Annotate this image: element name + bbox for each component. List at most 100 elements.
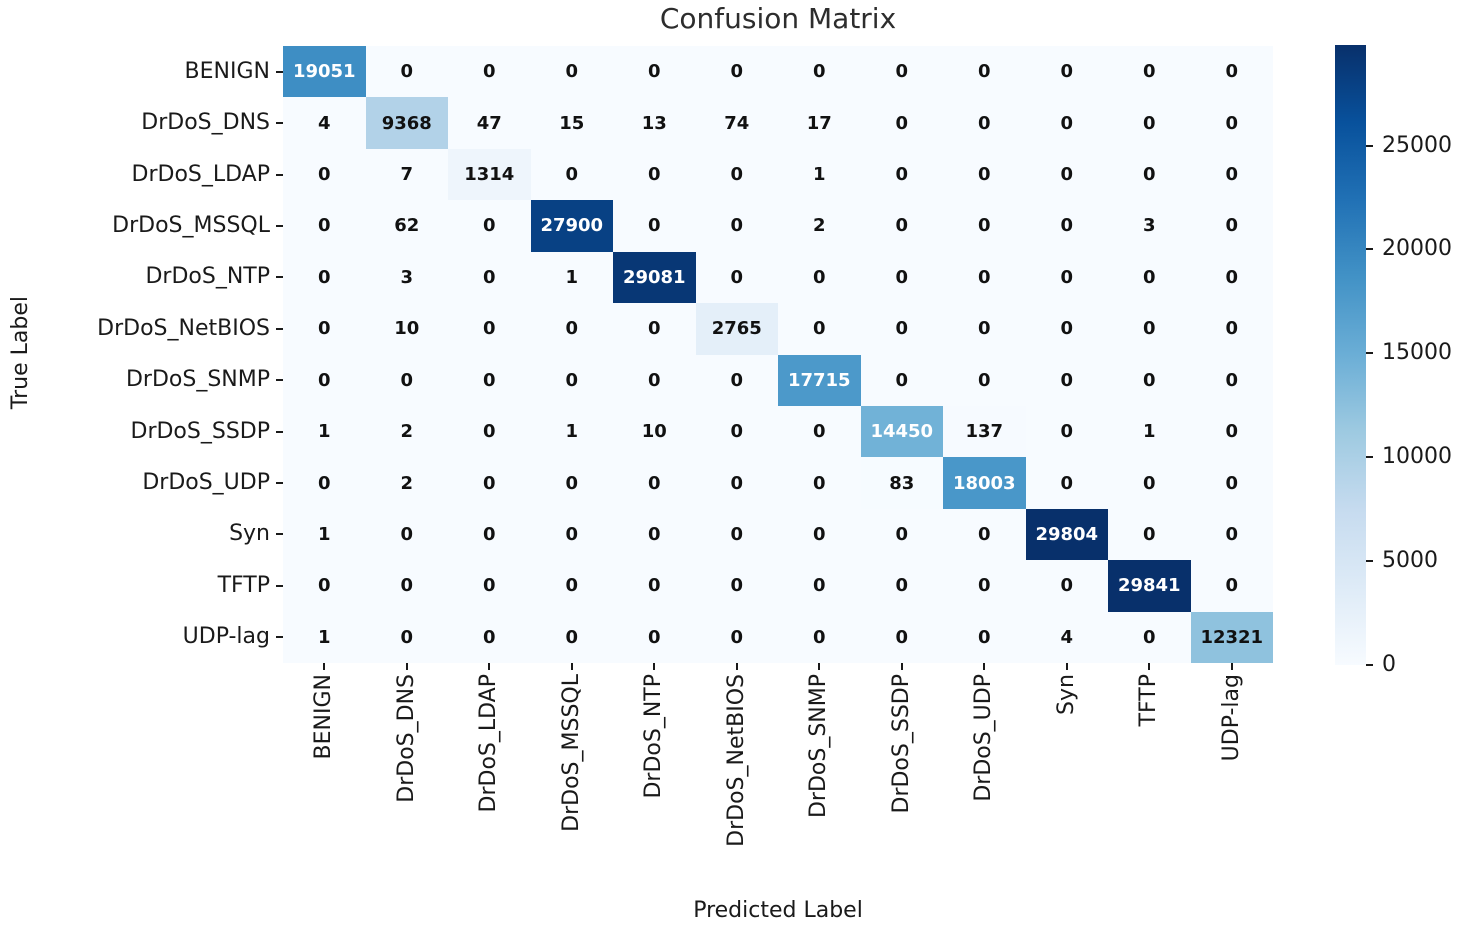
matrix-cell: 0 — [1108, 354, 1191, 406]
matrix-cell: 0 — [1190, 508, 1273, 561]
matrix-cell: 0 — [695, 560, 778, 612]
matrix-cell: 1 — [530, 251, 613, 304]
matrix-cell: 0 — [1108, 97, 1191, 149]
matrix-cell: 1 — [778, 148, 861, 201]
matrix-cell: 0 — [530, 46, 613, 98]
matrix-cell: 0 — [448, 405, 531, 458]
x-tick-mark — [323, 663, 326, 670]
y-tick-label: BENIGN — [184, 58, 270, 84]
matrix-cell: 2 — [365, 457, 448, 509]
matrix-cell: 12321 — [1190, 611, 1273, 663]
y-tick-label: TFTP — [217, 572, 270, 598]
matrix-cell: 0 — [448, 508, 531, 561]
x-tick-label: DrDoS_NetBIOS — [723, 674, 749, 847]
matrix-cell: 0 — [1190, 97, 1273, 149]
matrix-cell: 0 — [778, 508, 861, 561]
matrix-cell: 0 — [283, 148, 366, 201]
matrix-cell: 0 — [365, 611, 448, 663]
matrix-cell: 0 — [448, 303, 531, 355]
matrix-cell: 29804 — [1025, 508, 1108, 561]
matrix-cell: 0 — [695, 457, 778, 509]
matrix-cell: 0 — [943, 354, 1026, 406]
matrix-cell: 0 — [860, 46, 943, 98]
y-tick-label: DrDoS_SNMP — [125, 367, 270, 393]
matrix-cell: 0 — [1190, 303, 1273, 355]
matrix-cell: 0 — [1025, 46, 1108, 98]
matrix-cell: 137 — [943, 405, 1026, 458]
matrix-cell: 0 — [860, 560, 943, 612]
matrix-cell: 0 — [613, 611, 696, 663]
matrix-cell: 0 — [695, 251, 778, 304]
matrix-cell: 3 — [1108, 200, 1191, 252]
x-tick-label: TFTP — [1136, 674, 1162, 727]
x-tick-mark — [818, 663, 821, 670]
matrix-cell: 0 — [283, 251, 366, 304]
matrix-cell: 0 — [1025, 97, 1108, 149]
matrix-cell: 10 — [613, 405, 696, 458]
matrix-cell: 1 — [283, 405, 366, 458]
matrix-cell: 0 — [695, 354, 778, 406]
matrix-cell: 0 — [1190, 354, 1273, 406]
y-tick-mark — [276, 173, 283, 176]
matrix-cell: 0 — [448, 46, 531, 98]
matrix-cell: 0 — [448, 251, 531, 304]
x-tick-label: UDP-lag — [1218, 674, 1244, 762]
matrix-cell: 83 — [860, 457, 943, 509]
matrix-cell: 0 — [695, 200, 778, 252]
matrix-cell: 0 — [778, 303, 861, 355]
matrix-cell: 17 — [778, 97, 861, 149]
y-tick-mark — [276, 482, 283, 485]
x-tick-label: DrDoS_MSSQL — [558, 674, 584, 832]
colorbar-tick-mark — [1366, 456, 1373, 459]
matrix-cell: 0 — [365, 46, 448, 98]
matrix-cell: 1 — [283, 611, 366, 663]
y-tick-label: Syn — [229, 521, 270, 547]
x-tick-label: DrDoS_SSDP — [888, 674, 914, 814]
matrix-cell: 0 — [1108, 457, 1191, 509]
x-tick-mark — [983, 663, 986, 670]
y-tick-mark — [276, 224, 283, 227]
x-tick-mark — [653, 663, 656, 670]
matrix-cell: 47 — [448, 97, 531, 149]
heatmap-grid: 19051 0 0 0 0 0 0 0 0 0 0 0 4 9368 47 15 13 74 17 0 0 0 0 0 0 7 13… — [283, 46, 1273, 663]
x-tick-label: DrDoS_SNMP — [806, 674, 832, 819]
matrix-cell: 0 — [778, 457, 861, 509]
matrix-cell: 0 — [778, 46, 861, 98]
x-tick-mark — [405, 663, 408, 670]
matrix-cell: 0 — [943, 251, 1026, 304]
colorbar-tick-label: 25000 — [1382, 132, 1452, 158]
matrix-cell: 0 — [530, 611, 613, 663]
x-tick-mark — [1230, 663, 1233, 670]
matrix-cell: 0 — [530, 560, 613, 612]
y-tick-label: UDP-lag — [182, 624, 270, 650]
matrix-cell: 0 — [778, 405, 861, 458]
matrix-cell: 0 — [1108, 46, 1191, 98]
matrix-cell: 0 — [530, 148, 613, 201]
matrix-cell: 0 — [613, 508, 696, 561]
matrix-cell: 0 — [1025, 457, 1108, 509]
matrix-cell: 0 — [860, 354, 943, 406]
y-tick-mark — [276, 327, 283, 330]
matrix-cell: 0 — [695, 508, 778, 561]
colorbar-tick-label: 5000 — [1382, 548, 1438, 574]
matrix-cell: 0 — [530, 303, 613, 355]
y-tick-label: DrDoS_NTP — [145, 264, 270, 290]
x-tick-mark — [488, 663, 491, 670]
matrix-cell: 0 — [283, 303, 366, 355]
matrix-cell: 0 — [530, 457, 613, 509]
matrix-cell: 2 — [778, 200, 861, 252]
matrix-cell: 0 — [778, 251, 861, 304]
matrix-cell: 0 — [448, 560, 531, 612]
x-tick-mark — [1065, 663, 1068, 670]
colorbar-tick-label: 10000 — [1382, 444, 1452, 470]
y-tick-mark — [276, 430, 283, 433]
matrix-cell: 0 — [530, 354, 613, 406]
matrix-cell: 0 — [943, 46, 1026, 98]
matrix-cell: 17715 — [778, 354, 861, 406]
matrix-cell: 2765 — [695, 303, 778, 355]
y-tick-mark — [276, 122, 283, 125]
matrix-cell: 62 — [365, 200, 448, 252]
x-tick-label: DrDoS_UDP — [971, 674, 997, 802]
y-tick-mark — [276, 533, 283, 536]
